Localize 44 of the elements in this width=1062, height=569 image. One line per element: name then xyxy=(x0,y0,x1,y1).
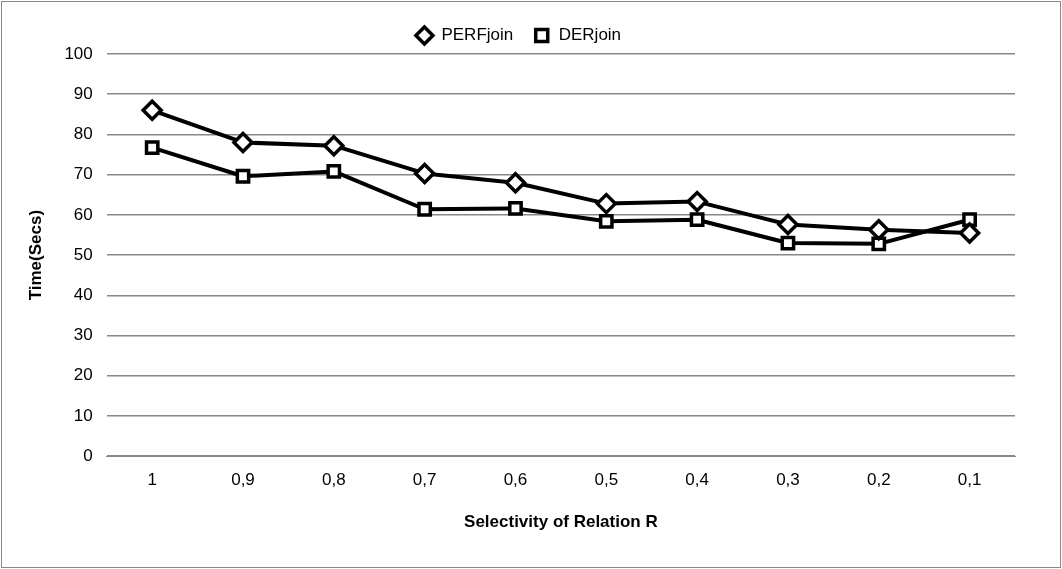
y-tick-label: 0 xyxy=(83,445,93,465)
point xyxy=(780,235,796,251)
point xyxy=(413,162,436,185)
point xyxy=(595,192,618,215)
y-tick-label: 20 xyxy=(73,365,93,385)
x-tick-label: 1 xyxy=(147,470,157,490)
point xyxy=(326,164,342,179)
point xyxy=(958,222,981,244)
point xyxy=(598,213,614,229)
y-axis-title: Time(Secs) xyxy=(25,209,45,301)
point xyxy=(508,201,523,216)
point xyxy=(868,219,890,241)
x-tick-label: 0,2 xyxy=(866,470,891,490)
y-tick-label: 10 xyxy=(73,405,93,425)
point xyxy=(141,99,163,122)
point xyxy=(504,171,527,194)
point xyxy=(777,213,799,236)
x-tick-label: 0,1 xyxy=(957,470,982,490)
legend-label: DERjoin xyxy=(558,25,622,45)
point xyxy=(417,201,433,217)
y-tick-label: 70 xyxy=(73,164,93,184)
point xyxy=(323,134,345,157)
point xyxy=(144,140,160,156)
y-tick-label: 50 xyxy=(73,244,93,264)
y-tick-label: 60 xyxy=(73,204,93,224)
point xyxy=(235,168,251,184)
x-tick-label: 0,6 xyxy=(503,470,528,490)
point xyxy=(689,212,705,228)
x-axis-title: Selectivity of Relation R xyxy=(464,512,658,532)
y-tick-label: 30 xyxy=(73,325,93,345)
y-tick-label: 90 xyxy=(73,83,93,103)
x-tick-label: 0,3 xyxy=(776,470,800,490)
x-tick-label: 0,8 xyxy=(322,470,346,490)
y-tick-label: 40 xyxy=(73,285,93,305)
x-tick-label: 0,7 xyxy=(412,470,437,490)
x-tick-label: 0,5 xyxy=(594,470,619,490)
point xyxy=(686,190,708,213)
point xyxy=(871,236,887,252)
legend-label: PERFjoin xyxy=(441,25,514,45)
point xyxy=(232,131,254,154)
x-tick-label: 0,9 xyxy=(231,470,255,490)
y-tick-label: 80 xyxy=(73,124,93,144)
x-tick-label: 0,4 xyxy=(685,470,709,490)
y-tick-label: 100 xyxy=(64,43,93,63)
